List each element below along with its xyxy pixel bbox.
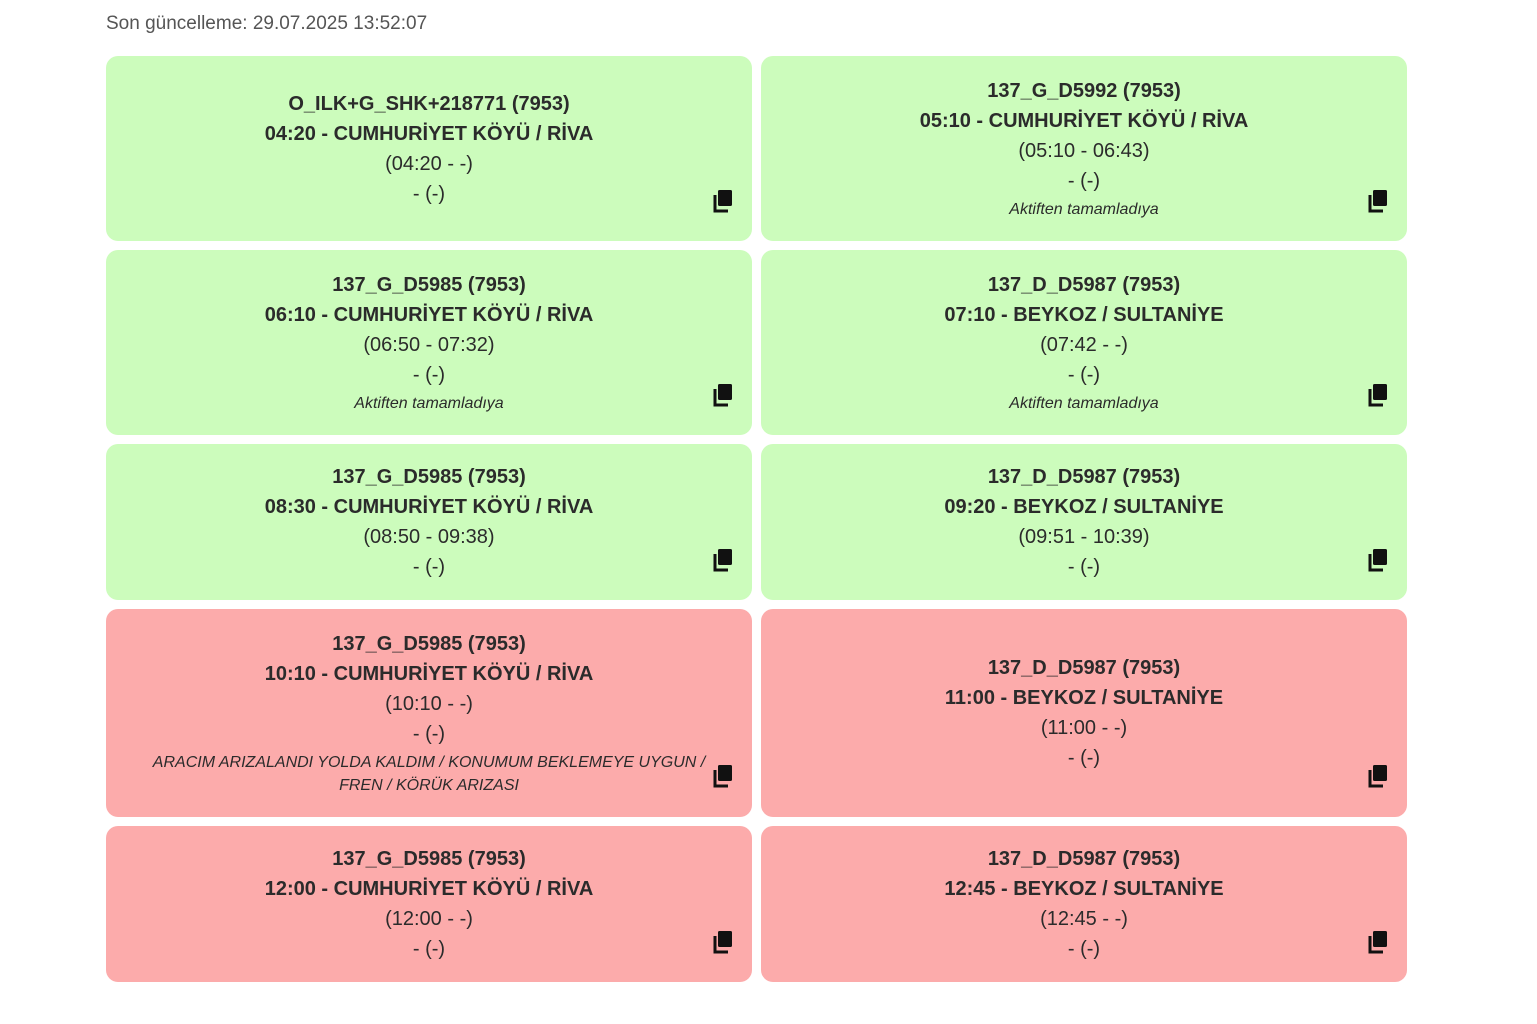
trip-route: 10:10 - CUMHURİYET KÖYÜ / RİVA [264,663,594,685]
trip-card[interactable]: 137_G_D5985 (7953) 10:10 - CUMHURİYET KÖY… [106,609,752,817]
trip-actual: - (-) [1067,556,1101,578]
trip-card-grid: O_ILK+G_SHK+218771 (7953) 04:20 - CUMHURİ… [106,56,1407,991]
trip-times: (04:20 - -) [385,152,473,175]
copy-button[interactable] [712,189,734,213]
trip-card[interactable]: 137_G_D5985 (7953) 08:30 - CUMHURİYET KÖY… [106,444,752,600]
trip-title: 137_D_D5987 (7953) [987,657,1181,679]
trip-route: 11:00 - BEYKOZ / SULTANİYE [944,687,1224,709]
trip-title: O_ILK+G_SHK+218771 (7953) [288,92,570,115]
copy-button[interactable] [712,764,734,788]
trip-title: 137_G_D5985 (7953) [332,274,526,296]
trip-note: Aktiften tamamladıya [1009,395,1159,412]
copy-icon [1367,383,1389,407]
trip-route: 07:10 - BEYKOZ / SULTANİYE [944,304,1224,326]
trip-title: 137_G_D5985 (7953) [332,848,526,870]
trip-times: (06:50 - 07:32) [363,334,495,356]
trip-route: 12:45 - BEYKOZ / SULTANİYE [944,878,1224,900]
trip-card[interactable]: 137_D_D5987 (7953) 09:20 - BEYKOZ / SULTA… [761,444,1407,600]
copy-button[interactable] [1367,764,1389,788]
copy-icon [712,764,734,788]
trip-actual: - (-) [412,723,446,745]
trip-row: 137_G_D5985 (7953) 06:10 - CUMHURİYET KÖY… [106,250,1407,435]
trip-title: 137_D_D5987 (7953) [987,466,1181,488]
trip-route: 12:00 - CUMHURİYET KÖYÜ / RİVA [264,878,594,900]
trip-card[interactable]: 137_D_D5987 (7953) 12:45 - BEYKOZ / SULTA… [761,826,1407,982]
trip-card[interactable]: 137_G_D5985 (7953) 12:00 - CUMHURİYET KÖY… [106,826,752,982]
trip-title: 137_G_D5992 (7953) [987,80,1181,102]
trip-times: (12:45 - -) [1040,908,1128,930]
trip-card[interactable]: 137_D_D5987 (7953) 11:00 - BEYKOZ / SULTA… [761,609,1407,817]
trip-note: Aktiften tamamladıya [354,395,504,412]
trip-row: 137_G_D5985 (7953) 10:10 - CUMHURİYET KÖY… [106,609,1407,817]
copy-icon [712,383,734,407]
trip-route: 04:20 - CUMHURİYET KÖYÜ / RİVA [264,122,594,145]
copy-icon [712,548,734,572]
trip-route: 08:30 - CUMHURİYET KÖYÜ / RİVA [264,496,594,518]
trip-times: (05:10 - 06:43) [1018,140,1150,162]
trip-title: 137_G_D5985 (7953) [332,466,526,488]
copy-button[interactable] [1367,548,1389,572]
trip-title: 137_D_D5987 (7953) [987,274,1181,296]
trip-actual: - (-) [412,182,446,205]
trip-actual: - (-) [1067,364,1101,386]
trip-times: (07:42 - -) [1040,334,1128,356]
trip-title: 137_D_D5987 (7953) [987,848,1181,870]
trip-actual: - (-) [412,364,446,386]
trip-card[interactable]: O_ILK+G_SHK+218771 (7953) 04:20 - CUMHURİ… [106,56,752,241]
copy-button[interactable] [712,930,734,954]
trip-card[interactable]: 137_G_D5985 (7953) 06:10 - CUMHURİYET KÖY… [106,250,752,435]
copy-button[interactable] [1367,383,1389,407]
trip-route: 05:10 - CUMHURİYET KÖYÜ / RİVA [919,110,1249,132]
trip-times: (10:10 - -) [385,693,473,715]
trip-card[interactable]: 137_D_D5987 (7953) 07:10 - BEYKOZ / SULTA… [761,250,1407,435]
trip-route: 09:20 - BEYKOZ / SULTANİYE [944,496,1224,518]
copy-icon [1367,764,1389,788]
copy-icon [1367,189,1389,213]
trip-actual: - (-) [1067,938,1101,960]
trip-row: 137_G_D5985 (7953) 08:30 - CUMHURİYET KÖY… [106,444,1407,600]
trip-note: Aktiften tamamladıya [1009,201,1159,218]
last-update-text: Son güncelleme: 29.07.2025 13:52:07 [106,13,428,34]
trip-note: ARACIM ARIZALANDI YOLDA KALDIM / KONUMUM… [152,754,706,794]
copy-button[interactable] [712,548,734,572]
trip-times: (09:51 - 10:39) [1018,526,1150,548]
trip-card[interactable]: 137_G_D5992 (7953) 05:10 - CUMHURİYET KÖY… [761,56,1407,241]
copy-icon [1367,548,1389,572]
trip-row: 137_G_D5985 (7953) 12:00 - CUMHURİYET KÖY… [106,826,1407,982]
trip-route: 06:10 - CUMHURİYET KÖYÜ / RİVA [264,304,594,326]
copy-button[interactable] [712,383,734,407]
copy-icon [712,189,734,213]
trip-title: 137_G_D5985 (7953) [332,633,526,655]
trip-actual: - (-) [1067,170,1101,192]
trip-row: O_ILK+G_SHK+218771 (7953) 04:20 - CUMHURİ… [106,56,1407,241]
trip-actual: - (-) [412,556,446,578]
copy-icon [1367,930,1389,954]
trip-actual: - (-) [412,938,446,960]
trip-actual: - (-) [1067,747,1101,769]
copy-icon [712,930,734,954]
trip-times: (08:50 - 09:38) [363,526,495,548]
copy-button[interactable] [1367,930,1389,954]
trip-times: (11:00 - -) [1040,717,1128,739]
copy-button[interactable] [1367,189,1389,213]
trip-times: (12:00 - -) [385,908,473,930]
